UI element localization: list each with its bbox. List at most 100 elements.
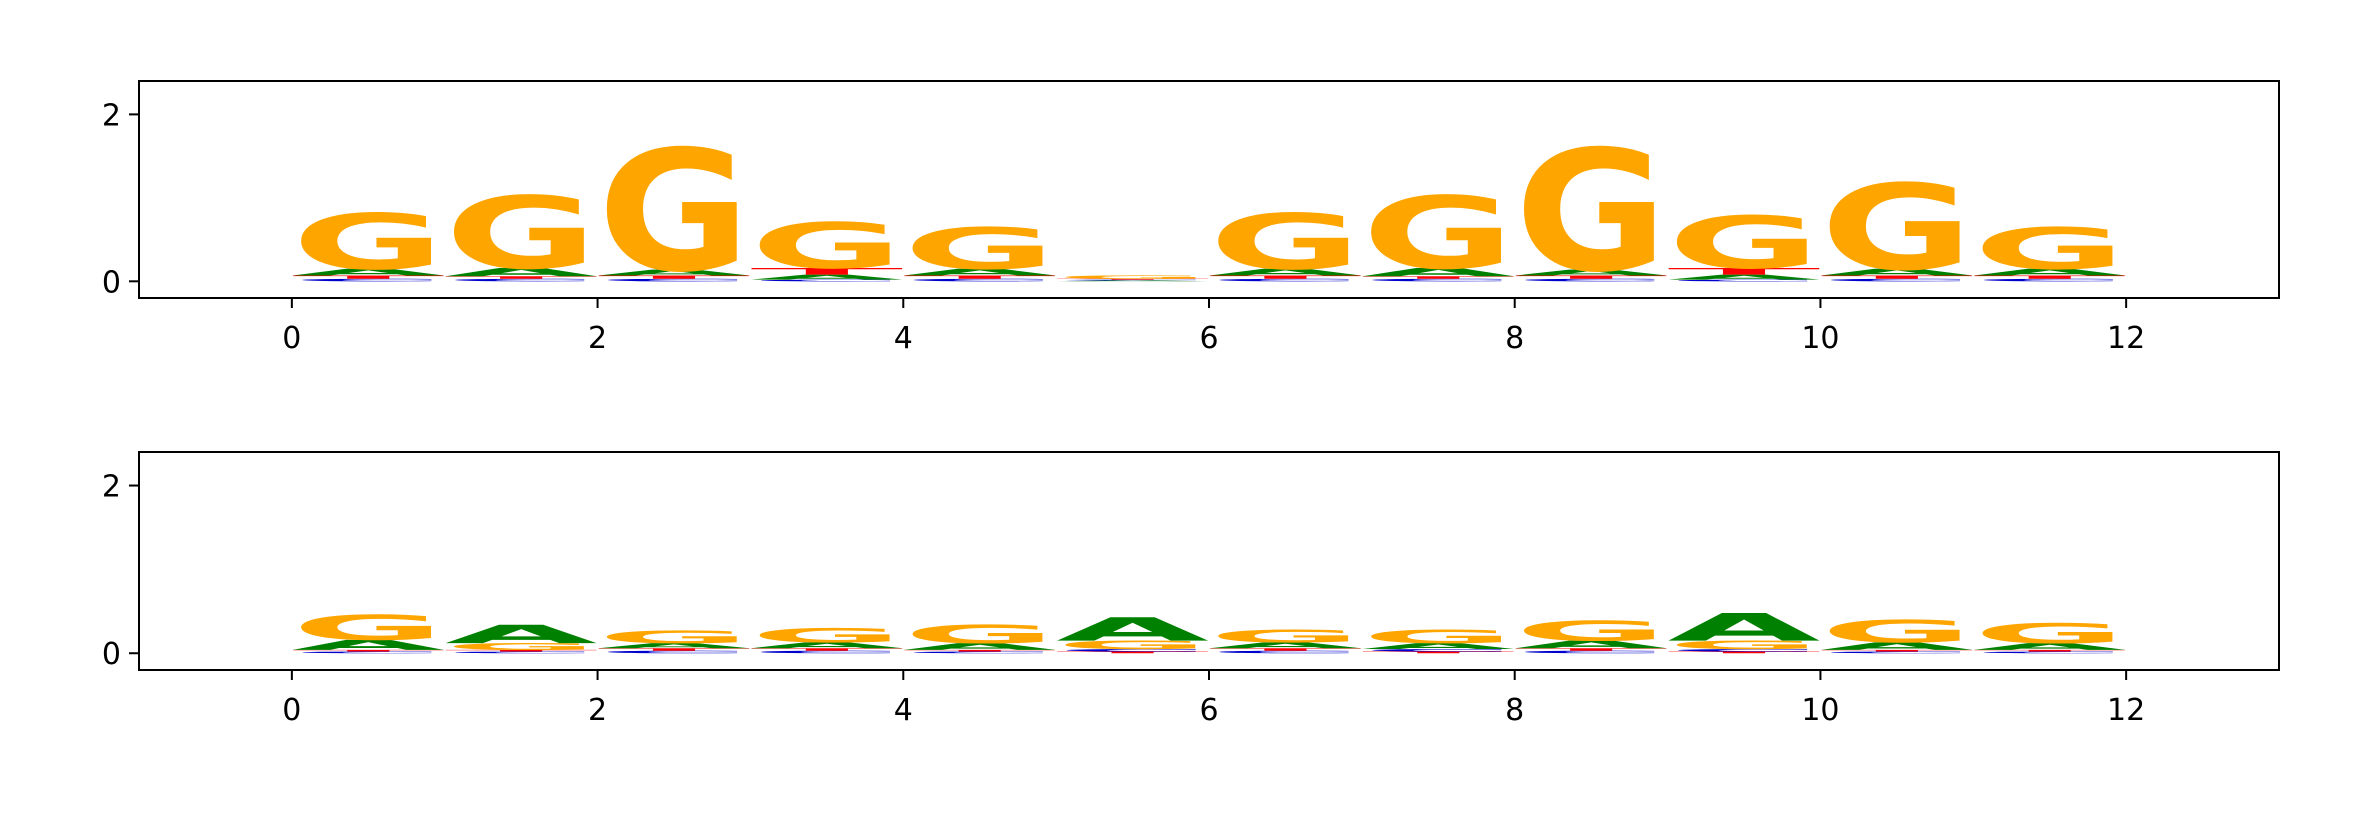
logo-letter: C [1515, 278, 1668, 282]
logo-letter: C [1668, 279, 1821, 282]
logo-letter: C [1820, 278, 1973, 282]
logo-letter: T [1668, 266, 1821, 277]
logo-letter: C [292, 278, 445, 282]
logo-letter: C [445, 278, 598, 282]
logo-letter: A [1515, 268, 1668, 277]
logo-letter: G [1820, 614, 1973, 650]
logo-letter: T [1056, 651, 1209, 654]
logo-letter: G [445, 641, 598, 652]
logo-letter: A [903, 641, 1056, 652]
logo-letter: G [1056, 275, 1209, 280]
logo-letter: C [1973, 278, 2126, 282]
logo-letter: T [1362, 651, 1515, 654]
logo-letter: G [1820, 160, 1973, 297]
logo-letter: C [1668, 648, 1821, 652]
logo-letter: G [1515, 114, 1668, 309]
logo-letter: G [292, 198, 445, 287]
logo-letter: T [292, 275, 445, 280]
logo-letter: G [750, 210, 903, 283]
x-tick-label: 6 [1199, 693, 1218, 728]
logo-letter: T [598, 648, 751, 652]
plot-area: CTAGCTGACTAGCTAGCTAGTCGACTAGTCAGCTAGTCGA… [292, 606, 2127, 654]
logo-letter: T [1209, 648, 1362, 652]
logo-letter: A [292, 637, 445, 653]
logo-letter: C [598, 278, 751, 282]
logo-letter: A [1056, 280, 1209, 281]
x-tick-label: 8 [1505, 321, 1524, 356]
logo-letter: C [1056, 279, 1209, 280]
logo-letter: T [903, 275, 1056, 280]
logo-letter: T [1515, 275, 1668, 280]
logo-letter: C [445, 651, 598, 654]
logo-letter: T [1973, 275, 2126, 280]
logo-letter: A [445, 620, 598, 650]
y-tick-label: 0 [102, 265, 121, 300]
logo-letter: T [1820, 275, 1973, 280]
logo-letter: G [445, 176, 598, 292]
logo-letter: A [1515, 639, 1668, 651]
logo-letter: A [1209, 267, 1362, 278]
x-tick-label: 2 [588, 693, 607, 728]
logo-letter: A [1668, 606, 1821, 650]
logo-letter: A [598, 268, 751, 277]
logo-letter: A [1973, 641, 2126, 652]
logo-letter: T [1668, 651, 1821, 654]
logo-letter: C [1820, 651, 1973, 654]
x-tick-label: 8 [1505, 693, 1524, 728]
logo-letter: A [1820, 640, 1973, 652]
logo-letter: C [1973, 651, 2126, 654]
logo-letter: C [1209, 278, 1362, 282]
logo-letter: G [1209, 198, 1362, 287]
logo-letter: A [598, 642, 751, 650]
x-tick-label: 0 [282, 321, 301, 356]
logo-letter: A [903, 267, 1056, 278]
logo-letter: T [1362, 276, 1515, 280]
x-tick-label: 4 [894, 693, 913, 728]
x-tick-label: 10 [1801, 321, 1839, 356]
logo-letter: G [1668, 638, 1821, 651]
logo-letter: A [750, 641, 903, 650]
x-tick-label: 4 [894, 321, 913, 356]
y-tick-label: 0 [102, 637, 121, 672]
logo-letter: T [1056, 279, 1209, 280]
logo-letter: G [1362, 626, 1515, 647]
logo-letter: T [1209, 275, 1362, 280]
logo-letter: G [1973, 618, 2126, 650]
logo-letter: A [1668, 273, 1821, 281]
logo-letter: G [903, 620, 1056, 650]
logo-letter: T [1515, 648, 1668, 652]
x-tick-label: 10 [1801, 693, 1839, 728]
logo-letter: T [1820, 649, 1973, 652]
logo-letter: G [1209, 626, 1362, 646]
logo-letter: A [292, 267, 445, 278]
logo-letter: T [750, 648, 903, 652]
logo-letter: A [1973, 267, 2126, 278]
logo-letter: T [750, 266, 903, 277]
logo-letter: T [598, 275, 751, 280]
logo-letter: A [750, 273, 903, 281]
x-tick-label: 12 [2107, 693, 2145, 728]
logo-letter: G [1973, 216, 2126, 282]
logo-letter: A [1362, 266, 1515, 279]
logo-letter: T [903, 649, 1056, 652]
logo-letter: T [1973, 649, 2126, 652]
logo-letter: T [445, 276, 598, 280]
logo-letter: G [750, 624, 903, 647]
y-tick-label: 2 [102, 470, 121, 505]
logo-letter: C [750, 279, 903, 282]
logo-letter: G [1668, 202, 1821, 286]
y-tick-label: 2 [102, 98, 121, 133]
logo-letter: G [292, 608, 445, 648]
logo-letter: T [292, 649, 445, 652]
logo-letter: G [1515, 615, 1668, 647]
logo-letter: G [1362, 176, 1515, 292]
logo-letter: C [1362, 278, 1515, 282]
logo-letter: C [292, 651, 445, 654]
logo-letter: A [445, 266, 598, 279]
logo-letter: A [1362, 642, 1515, 651]
logo-letter: C [1362, 648, 1515, 652]
logo-letter: C [598, 650, 751, 654]
logo-letter: C [1209, 650, 1362, 654]
x-tick-label: 2 [588, 321, 607, 356]
